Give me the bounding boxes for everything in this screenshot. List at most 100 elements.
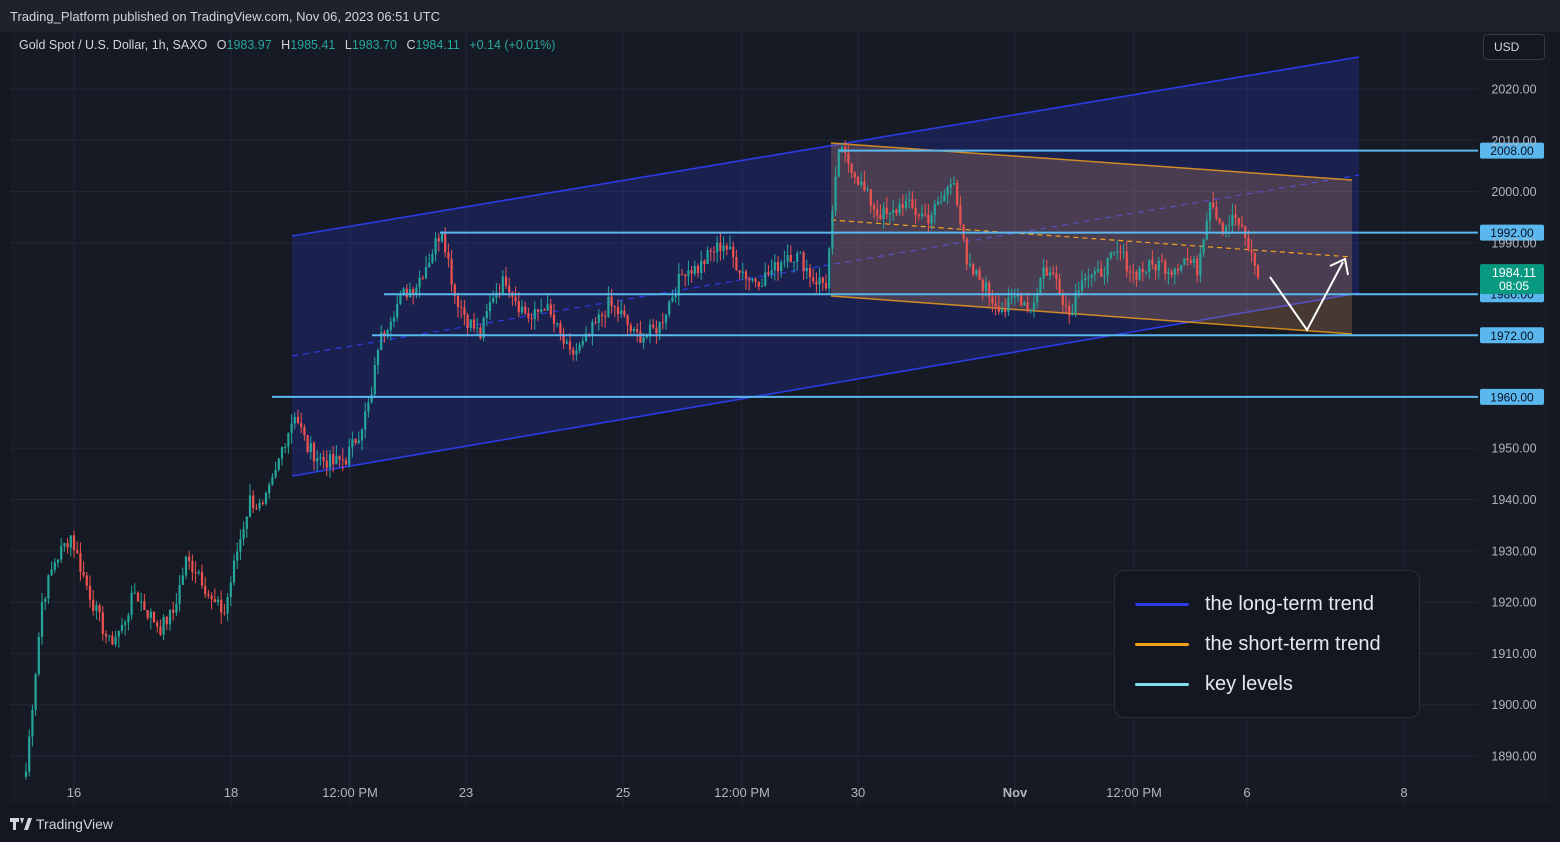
candle-body [588,333,591,335]
open-value: 1983.97 [226,38,272,52]
candle-body [456,295,460,308]
candle-body [517,301,520,313]
legend-label-key-levels: key levels [1205,673,1293,695]
candle-body [1228,225,1231,227]
symbol-name: Gold Spot / U.S. Dollar, 1h, SAXO [19,38,208,52]
candle-body [472,319,476,329]
y-tick-label: 1950.00 [1491,442,1536,456]
candle-body [911,199,914,208]
candle-body [1154,264,1157,271]
candle-body [604,315,607,317]
candle-body [1135,271,1138,280]
candle-body [1048,272,1052,276]
candle-body [376,349,380,366]
candle-body [581,340,584,345]
legend-item-short-term: the short-term trend [1135,633,1381,656]
candle-body [178,584,181,604]
candle-body [133,592,136,594]
candle-body [636,328,639,332]
candle-body [1112,252,1116,254]
candle-body [1253,252,1256,266]
candle-body [540,309,543,312]
candle-body [904,201,908,208]
candle-body [50,569,53,576]
candle-body [546,304,549,311]
candle-body [357,440,360,444]
candle-body [255,508,258,510]
candle-body [127,615,130,623]
candle-body [549,304,552,315]
candle-body [146,609,149,619]
currency-button[interactable]: USD [1483,34,1545,60]
candle-body [792,261,796,263]
candle-body [508,285,511,293]
candle-body [143,601,146,610]
candle-body [1138,268,1141,280]
candle-body [130,592,133,616]
key-level-tag [1480,388,1544,405]
candle-body [732,246,735,258]
high-label: H [281,38,291,52]
candle-body [184,556,188,576]
candle-body [392,317,396,322]
candle-body [319,457,322,459]
candle-body [1250,250,1253,253]
candle-body [1036,293,1039,303]
footer-brand[interactable]: TradingView [10,816,113,832]
candle-body [431,253,434,263]
y-tick-label: 1900.00 [1491,698,1536,712]
candle-body [306,435,309,452]
candle-body [610,296,613,307]
candle-body [1119,251,1122,253]
candle-body [933,204,936,216]
candle-body [1151,259,1154,265]
candle-body [626,315,629,325]
candle-body [1128,271,1132,273]
candle-body [1068,305,1071,316]
candle-body [882,207,885,220]
long-term-swatch [1135,603,1189,606]
candle-body [677,273,680,296]
candle-body [661,322,664,324]
candle-body [316,458,319,462]
candle-body [69,535,72,548]
candle-body [524,306,527,314]
x-tick-label: 25 [616,785,630,800]
candle-body [991,296,994,304]
candle-body [556,323,559,325]
candle-body [47,575,50,599]
candle-body [1148,259,1151,272]
candle-body [885,207,888,215]
candle-body [594,322,597,324]
candle-body [1164,261,1167,275]
candle-body [936,201,940,205]
candle-body [204,585,207,595]
candle-body [943,195,946,202]
candle-body [335,456,338,465]
candle-body [1074,292,1077,313]
candle-body [389,321,392,331]
candle-body [1064,305,1068,307]
publish-info: Trading_Platform published on TradingVie… [10,9,440,24]
candle-body [386,330,389,336]
candle-body [268,484,271,494]
candle-body [527,313,530,319]
candle-body [770,270,773,275]
candle-body [421,277,424,279]
candle-body [200,572,204,586]
x-tick-label: 12:00 PM [714,785,770,800]
candle-body [744,271,748,280]
candle-body [1026,302,1029,312]
candle-body [543,309,546,311]
candle-body [1103,275,1106,277]
candle-body [460,307,463,309]
candle-body [1196,258,1199,276]
candle-body [66,543,69,548]
candle-body [1084,278,1087,281]
candle-body [748,279,751,281]
candle-body [1087,277,1090,279]
key-level-label: 2008.00 [1490,144,1534,158]
candle-body [1045,267,1048,276]
candle-body [1032,302,1036,310]
